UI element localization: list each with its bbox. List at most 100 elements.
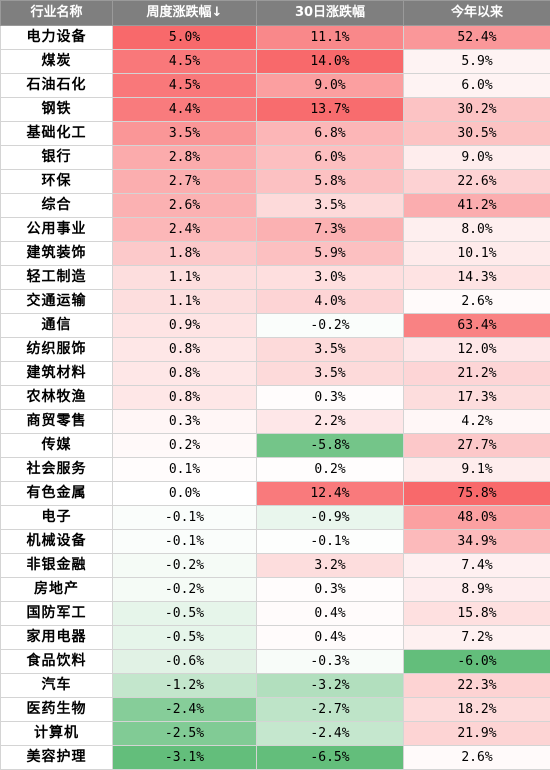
- table-row: 国防军工-0.5%0.4%15.8%: [1, 602, 550, 626]
- table-row: 电子-0.1%-0.9%48.0%: [1, 506, 550, 530]
- header-industry-name[interactable]: 行业名称: [1, 1, 113, 26]
- ytd-change-cell: 63.4%: [404, 314, 550, 338]
- 30d-change-cell: 4.0%: [257, 290, 404, 314]
- weekly-change-cell: 2.6%: [113, 194, 257, 218]
- 30d-change-cell: -0.9%: [257, 506, 404, 530]
- ytd-change-cell: -6.0%: [404, 650, 550, 674]
- weekly-change-cell: 3.5%: [113, 122, 257, 146]
- 30d-change-cell: 0.4%: [257, 602, 404, 626]
- 30d-change-cell: -5.8%: [257, 434, 404, 458]
- ytd-change-cell: 17.3%: [404, 386, 550, 410]
- weekly-change-cell: -0.1%: [113, 530, 257, 554]
- table-row: 汽车-1.2%-3.2%22.3%: [1, 674, 550, 698]
- ytd-change-cell: 41.2%: [404, 194, 550, 218]
- industry-name-cell: 煤炭: [1, 50, 113, 74]
- industry-name-cell: 有色金属: [1, 482, 113, 506]
- industry-name-cell: 计算机: [1, 722, 113, 746]
- industry-name-cell: 石油石化: [1, 74, 113, 98]
- weekly-change-cell: 0.2%: [113, 434, 257, 458]
- ytd-change-cell: 4.2%: [404, 410, 550, 434]
- 30d-change-cell: 6.0%: [257, 146, 404, 170]
- ytd-change-cell: 7.4%: [404, 554, 550, 578]
- ytd-change-cell: 15.8%: [404, 602, 550, 626]
- weekly-change-cell: -2.4%: [113, 698, 257, 722]
- 30d-change-cell: 3.5%: [257, 362, 404, 386]
- ytd-change-cell: 48.0%: [404, 506, 550, 530]
- weekly-change-cell: 0.3%: [113, 410, 257, 434]
- industry-name-cell: 基础化工: [1, 122, 113, 146]
- industry-name-cell: 银行: [1, 146, 113, 170]
- weekly-change-cell: -0.2%: [113, 554, 257, 578]
- 30d-change-cell: -3.2%: [257, 674, 404, 698]
- industry-name-cell: 建筑装饰: [1, 242, 113, 266]
- 30d-change-cell: 14.0%: [257, 50, 404, 74]
- industry-name-cell: 环保: [1, 170, 113, 194]
- ytd-change-cell: 7.2%: [404, 626, 550, 650]
- 30d-change-cell: -0.1%: [257, 530, 404, 554]
- weekly-change-cell: 4.5%: [113, 50, 257, 74]
- ytd-change-cell: 5.9%: [404, 50, 550, 74]
- ytd-change-cell: 2.6%: [404, 290, 550, 314]
- weekly-change-cell: 2.8%: [113, 146, 257, 170]
- industry-name-cell: 国防军工: [1, 602, 113, 626]
- industry-name-cell: 社会服务: [1, 458, 113, 482]
- table-row: 非银金融-0.2%3.2%7.4%: [1, 554, 550, 578]
- table-row: 食品饮料-0.6%-0.3%-6.0%: [1, 650, 550, 674]
- ytd-change-cell: 8.9%: [404, 578, 550, 602]
- ytd-change-cell: 6.0%: [404, 74, 550, 98]
- table-row: 房地产-0.2%0.3%8.9%: [1, 578, 550, 602]
- ytd-change-cell: 52.4%: [404, 26, 550, 50]
- ytd-change-cell: 9.1%: [404, 458, 550, 482]
- weekly-change-cell: 2.7%: [113, 170, 257, 194]
- industry-name-cell: 机械设备: [1, 530, 113, 554]
- ytd-change-cell: 22.3%: [404, 674, 550, 698]
- weekly-change-cell: -2.5%: [113, 722, 257, 746]
- industry-name-cell: 交通运输: [1, 290, 113, 314]
- 30d-change-cell: 13.7%: [257, 98, 404, 122]
- ytd-change-cell: 27.7%: [404, 434, 550, 458]
- ytd-change-cell: 14.3%: [404, 266, 550, 290]
- industry-name-cell: 汽车: [1, 674, 113, 698]
- 30d-change-cell: 3.5%: [257, 194, 404, 218]
- weekly-change-cell: -0.1%: [113, 506, 257, 530]
- industry-name-cell: 商贸零售: [1, 410, 113, 434]
- header-30d-change[interactable]: 30日涨跌幅: [257, 1, 404, 26]
- industry-name-cell: 非银金融: [1, 554, 113, 578]
- 30d-change-cell: -0.3%: [257, 650, 404, 674]
- industry-name-cell: 综合: [1, 194, 113, 218]
- industry-name-cell: 钢铁: [1, 98, 113, 122]
- ytd-change-cell: 34.9%: [404, 530, 550, 554]
- 30d-change-cell: 0.4%: [257, 626, 404, 650]
- industry-name-cell: 通信: [1, 314, 113, 338]
- industry-name-cell: 传媒: [1, 434, 113, 458]
- table-row: 家用电器-0.5%0.4%7.2%: [1, 626, 550, 650]
- industry-name-cell: 电子: [1, 506, 113, 530]
- industry-name-cell: 食品饮料: [1, 650, 113, 674]
- 30d-change-cell: 2.2%: [257, 410, 404, 434]
- weekly-change-cell: 1.1%: [113, 290, 257, 314]
- header-weekly-change[interactable]: 周度涨跌幅↓: [113, 1, 257, 26]
- industry-name-cell: 农林牧渔: [1, 386, 113, 410]
- industry-name-cell: 公用事业: [1, 218, 113, 242]
- 30d-change-cell: 3.2%: [257, 554, 404, 578]
- weekly-change-cell: 0.0%: [113, 482, 257, 506]
- weekly-change-cell: 4.4%: [113, 98, 257, 122]
- ytd-change-cell: 12.0%: [404, 338, 550, 362]
- 30d-change-cell: 6.8%: [257, 122, 404, 146]
- ytd-change-cell: 30.2%: [404, 98, 550, 122]
- 30d-change-cell: 3.5%: [257, 338, 404, 362]
- weekly-change-cell: 1.8%: [113, 242, 257, 266]
- industry-name-cell: 纺织服饰: [1, 338, 113, 362]
- weekly-change-cell: 1.1%: [113, 266, 257, 290]
- header-ytd-change[interactable]: 今年以来: [404, 1, 550, 26]
